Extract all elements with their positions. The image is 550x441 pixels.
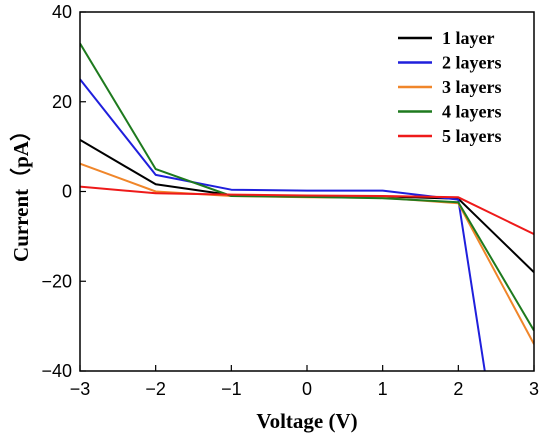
legend: 1 layer 2 layers 3 layers 4 layers 5 layers [398,28,501,146]
series-line-5 [80,185,534,235]
series-layer [80,42,534,371]
series-line-4 [80,42,534,332]
x-tick-label: −1 [221,379,242,399]
x-tick-label: 3 [529,379,539,399]
y-tick-label: 0 [62,182,72,202]
tick-layer: −3 −2 −1 0 1 2 3 −40 −20 0 20 40 [41,2,539,399]
x-tick-label: 0 [302,379,312,399]
series-line-2 [80,78,486,371]
legend-label: 4 layers [442,102,501,122]
x-tick-label: 1 [378,379,388,399]
x-tick-label: −2 [145,379,166,399]
x-tick-label: −3 [70,379,91,399]
y-tick-label: 20 [52,92,72,112]
y-axis-title: Current（pA） [9,120,33,262]
legend-label: 3 layers [442,77,501,97]
legend-label: 2 layers [442,53,501,73]
x-tick-label: 2 [453,379,463,399]
legend-label: 1 layer [442,28,494,48]
y-tick-label: −20 [41,271,72,291]
y-tick-label: −40 [41,361,72,381]
y-tick-label: 40 [52,2,72,22]
legend-label: 5 layers [442,126,501,146]
x-axis-title: Voltage (V) [256,409,357,433]
